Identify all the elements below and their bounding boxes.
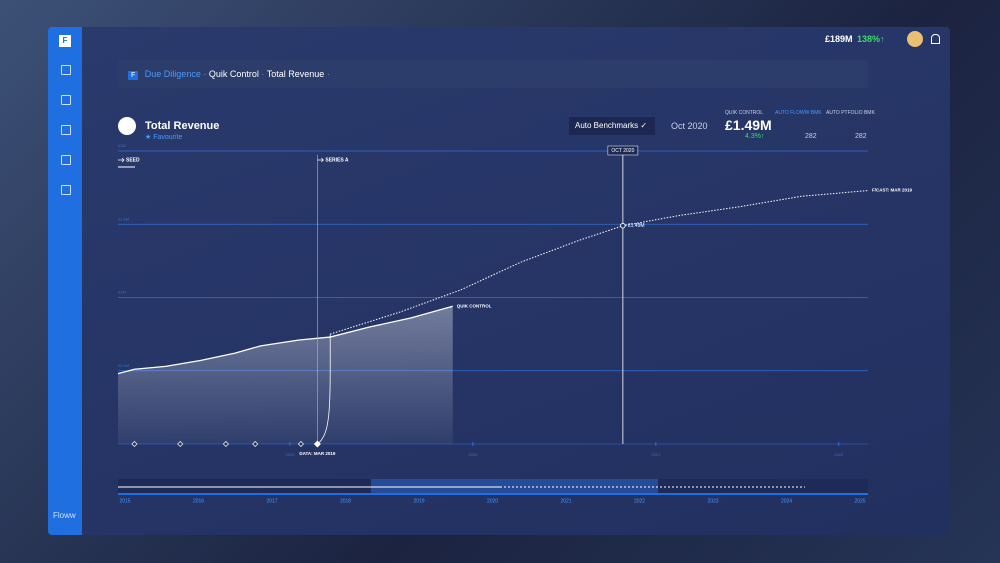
navigator-year: 2017 <box>266 498 277 504</box>
x-tick-label: 2022 <box>834 452 844 457</box>
series-line <box>117 305 453 375</box>
cutoff-label: DATA: MAR 2019 <box>299 451 336 456</box>
event-label: SEED <box>126 157 140 163</box>
nav-icon[interactable] <box>61 185 71 195</box>
y-tick-label: £0.5M <box>118 363 129 368</box>
navigator-year: 2018 <box>340 498 351 504</box>
crumb[interactable]: Quik Control <box>208 69 259 79</box>
crumb[interactable]: Due Diligence <box>144 69 201 79</box>
total: £189M <box>825 34 853 44</box>
stat-change: 4.3%↑ <box>745 133 765 140</box>
stat-label: AUTO PTFOLIO BMK <box>826 110 875 116</box>
milestone <box>131 440 138 448</box>
navigator-year: 2023 <box>707 498 718 504</box>
crumb-icon: F <box>128 71 139 80</box>
crumb[interactable]: Total Revenue <box>266 69 325 79</box>
event-label: SERIES A <box>325 157 349 163</box>
navigator-year: 2024 <box>781 498 792 504</box>
logo[interactable]: F <box>59 35 71 47</box>
navigator-window[interactable] <box>371 479 658 495</box>
navigator-year: 2019 <box>413 498 424 504</box>
change: 138%↑ <box>857 34 885 44</box>
highlight-point <box>620 222 626 229</box>
favourite[interactable]: ★ Favourite <box>145 134 183 141</box>
navigator-year: 2022 <box>634 498 645 504</box>
navigator-year: 2020 <box>487 498 498 504</box>
brand: Floww <box>53 511 76 520</box>
company-icon <box>118 117 136 135</box>
button-label: Auto Benchmarks <box>575 121 639 130</box>
highlight-tag <box>607 145 639 156</box>
benchmark-button[interactable]: Auto Benchmarks ✓ <box>569 117 655 135</box>
x-tick-label: 2019 <box>285 452 295 457</box>
event-arrow <box>317 157 324 163</box>
x-tick-label: 2020 <box>468 452 478 457</box>
nav-icon[interactable] <box>61 95 71 105</box>
stat-label: QUIK CONTROL <box>725 110 764 116</box>
highlight-value: £1.49M <box>628 223 645 229</box>
series-line <box>330 190 869 335</box>
navigator-year: 2021 <box>560 498 571 504</box>
cutoff-marker <box>313 440 321 448</box>
x-tick-label: 2021 <box>651 452 661 457</box>
bell[interactable] <box>931 34 940 44</box>
milestone <box>177 440 184 448</box>
stat-value: 282 <box>805 133 817 140</box>
stat-label: AUTO FLOWW BMK <box>775 110 822 116</box>
milestone <box>252 440 259 448</box>
milestone <box>297 440 304 448</box>
area <box>118 306 453 444</box>
breadcrumb: F Due Diligence · Quik Control · Total R… <box>118 60 868 88</box>
nav-icon[interactable] <box>61 125 71 135</box>
favourite-label: Favourite <box>153 134 183 141</box>
y-tick-label: £1M <box>118 290 126 295</box>
period[interactable]: Oct 2020 <box>671 121 708 131</box>
navigator-year: 2016 <box>193 498 204 504</box>
y-tick-label: £2M <box>118 143 126 148</box>
stat-value: £1.49M <box>725 117 772 133</box>
nav-icon[interactable] <box>61 65 71 75</box>
avatar[interactable] <box>907 31 923 47</box>
navigator-year: 2015 <box>119 498 130 504</box>
highlight-label: OCT 2020 <box>611 148 634 154</box>
series-label: QUIK CONTROL <box>457 303 492 308</box>
cutoff-connector <box>317 334 331 445</box>
stat-value: 282 <box>855 133 867 140</box>
event-arrow <box>118 157 125 163</box>
series-label: F/CAST: MAR 2019 <box>872 188 913 193</box>
nav-icon[interactable] <box>61 155 71 165</box>
y-tick-label: £1.5M <box>118 216 129 221</box>
panel <box>48 27 950 535</box>
navigator-year: 2025 <box>854 498 865 504</box>
sidebar <box>48 27 82 535</box>
milestone <box>222 440 229 448</box>
panel-title[interactable]: Total Revenue <box>145 120 220 132</box>
